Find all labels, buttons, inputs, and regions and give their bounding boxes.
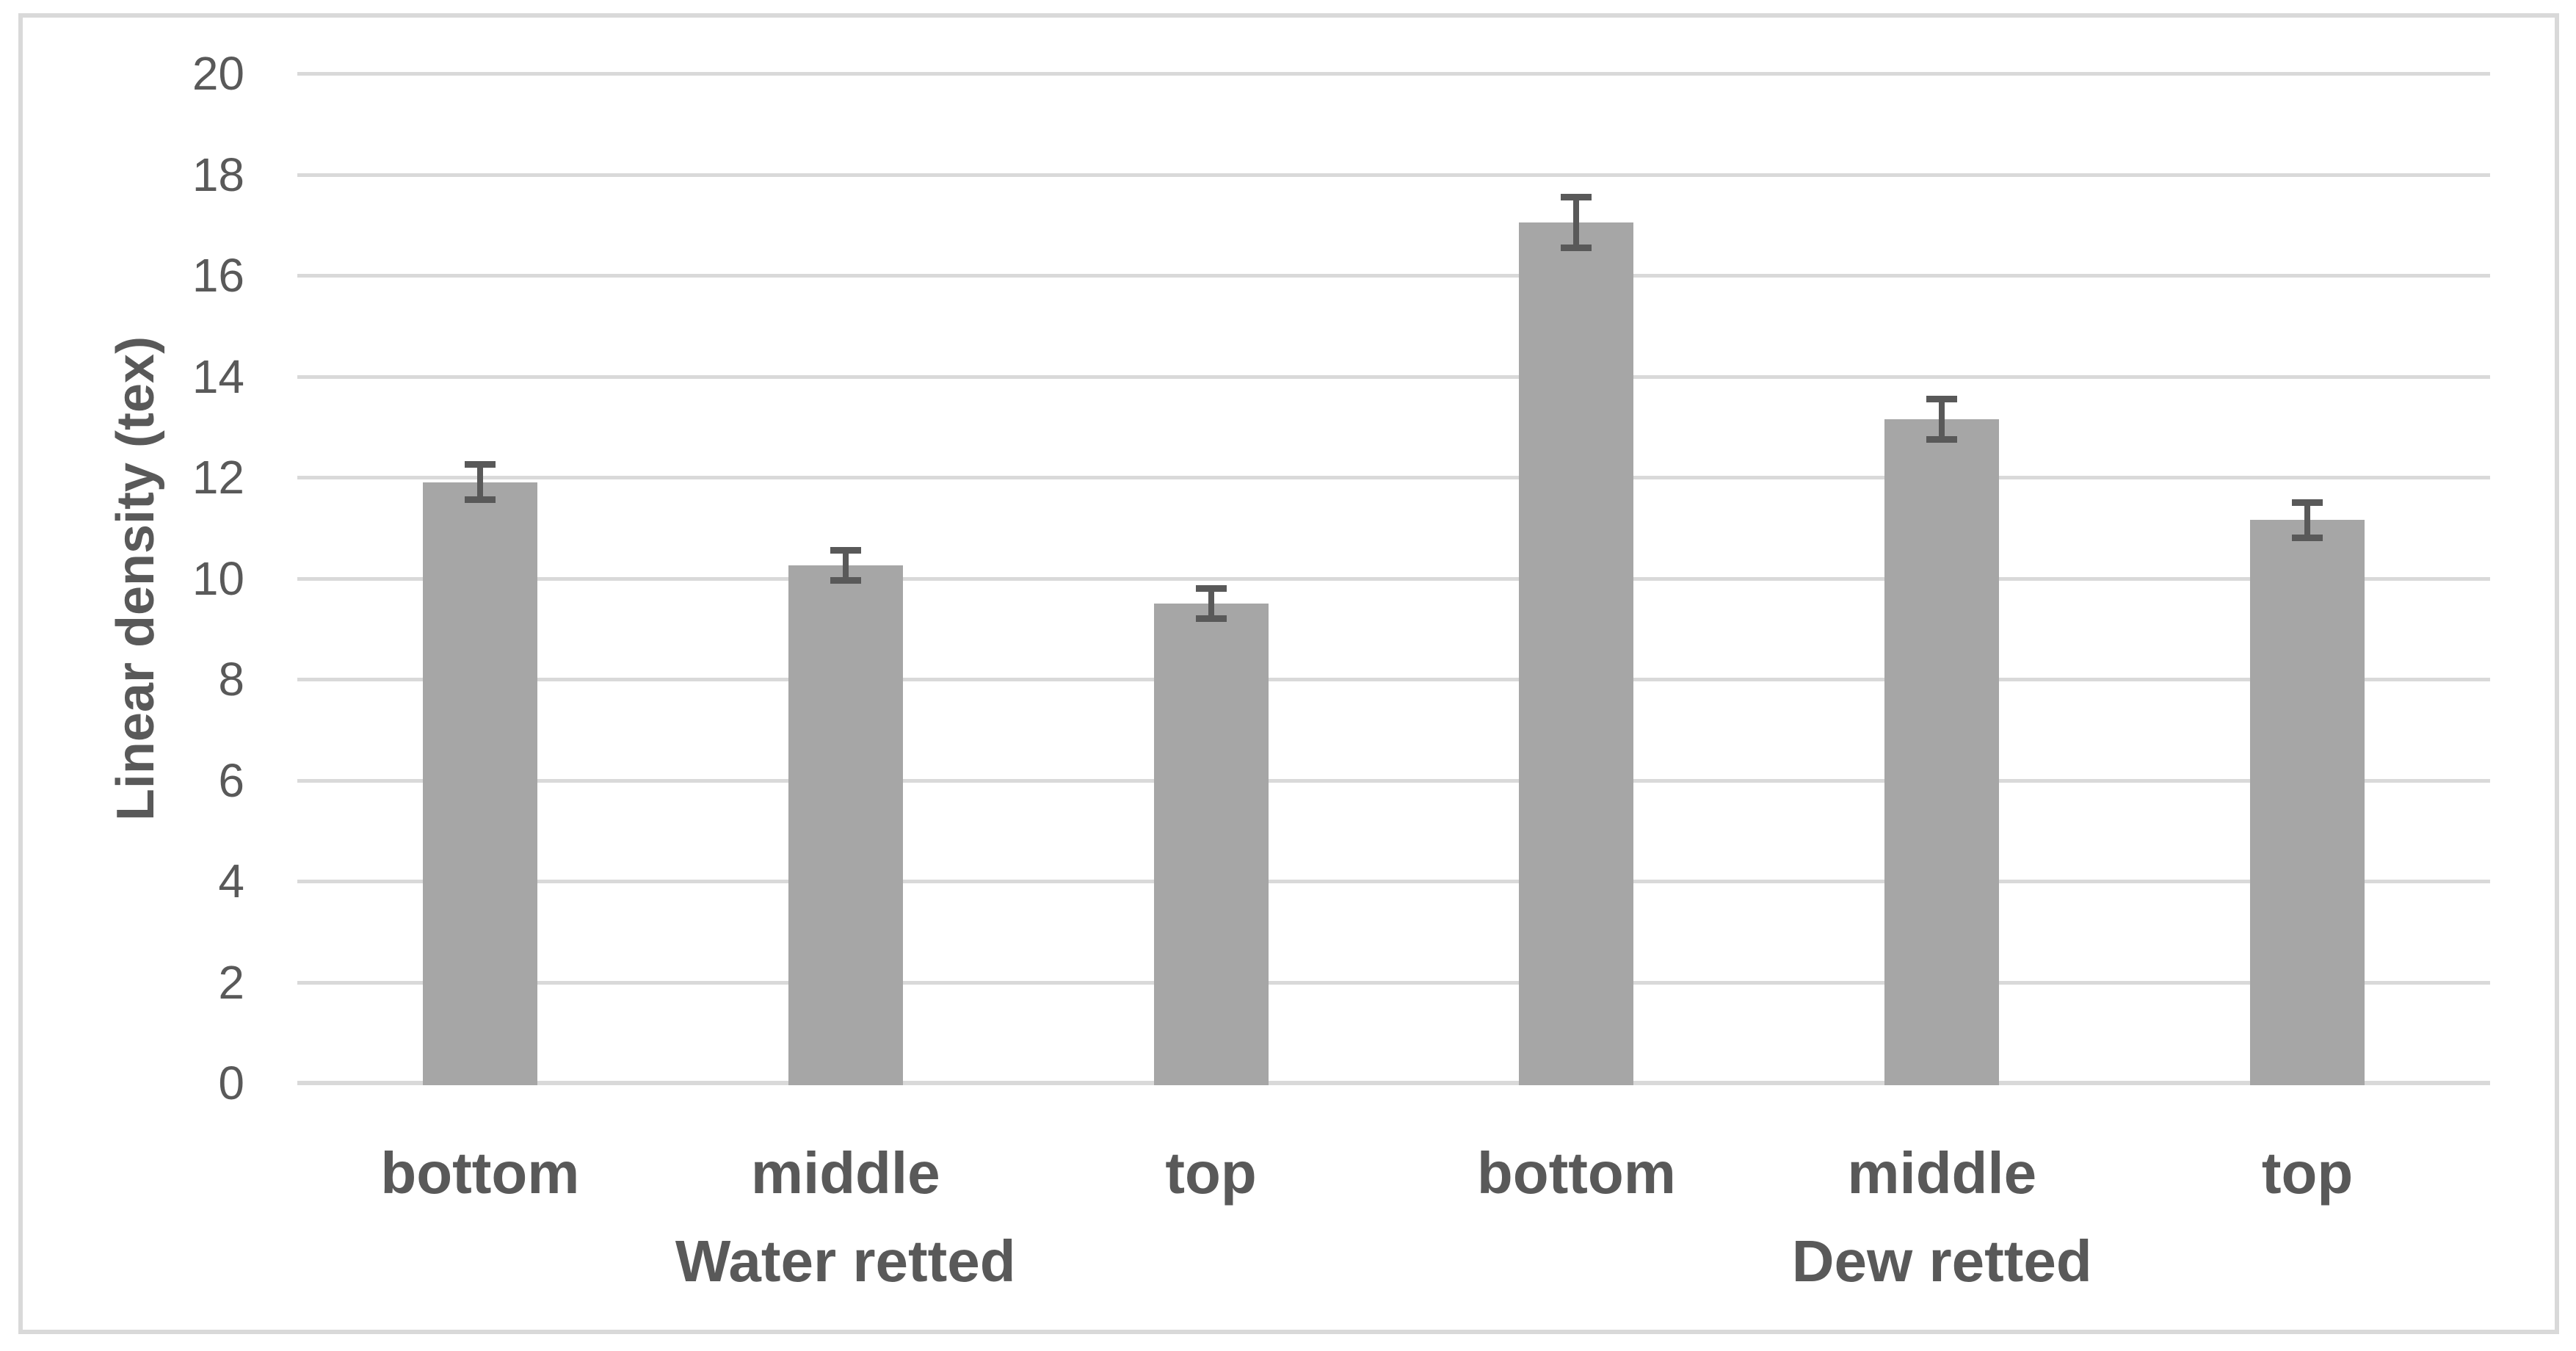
y-axis-tick-label: 16: [192, 249, 244, 302]
gridline-y16: [297, 274, 2490, 278]
gridline-y18: [297, 173, 2490, 177]
x-axis-category-label-dew-middle: middle: [1847, 1140, 2037, 1206]
y-axis-tick-label: 0: [218, 1057, 244, 1109]
gridline-y2: [297, 980, 2490, 985]
gridline-y6: [297, 778, 2490, 783]
error-bar-cap-bottom-dew-bottom: [1561, 244, 1592, 251]
error-bar-cap-top-dew-bottom: [1561, 193, 1592, 200]
y-axis-tick-label: 4: [218, 855, 244, 908]
y-axis-tick-label: 8: [218, 653, 244, 706]
bar-dew-bottom: [1519, 222, 1634, 1085]
error-bar-cap-top-water-bottom: [464, 461, 496, 468]
error-bar-line-water-top: [1208, 588, 1214, 619]
y-axis-tick-label: 12: [192, 451, 244, 504]
gridline-y4: [297, 880, 2490, 883]
bar-water-bottom: [422, 482, 537, 1085]
bar-dew-middle: [1884, 419, 2000, 1085]
gridline-y8: [297, 678, 2490, 681]
gridline-y20: [297, 72, 2490, 76]
error-bar-cap-bottom-water-middle: [830, 577, 861, 584]
error-bar-cap-top-water-middle: [830, 547, 861, 554]
y-axis-tick-label: 14: [192, 349, 244, 403]
error-bar-line-water-middle: [842, 550, 849, 581]
y-axis-tick-label: 18: [192, 148, 244, 201]
x-axis-category-label-water-bottom: bottom: [380, 1140, 580, 1206]
error-bar-cap-bottom-water-top: [1195, 615, 1227, 622]
x-axis-category-label-dew-bottom: bottom: [1476, 1140, 1676, 1206]
bar-dew-top: [2250, 520, 2365, 1085]
gridline-y12: [297, 476, 2490, 479]
error-bar-line-dew-top: [2304, 502, 2311, 538]
bar-water-middle: [788, 565, 903, 1085]
y-axis-tick-label: 6: [218, 753, 244, 807]
bar-water-top: [1153, 603, 1269, 1085]
error-bar-cap-top-dew-middle: [1926, 395, 1958, 402]
error-bar-line-dew-bottom: [1573, 197, 1580, 248]
y-axis-tick-label: 2: [218, 955, 244, 1009]
error-bar-cap-top-dew-top: [2292, 499, 2323, 506]
error-bar-line-water-bottom: [476, 464, 483, 500]
x-axis-group-label-dew: Dew retted: [1791, 1228, 2092, 1294]
x-axis-line: [297, 1081, 2490, 1085]
x-axis-category-label-dew-top: top: [2261, 1140, 2354, 1206]
error-bar-line-dew-middle: [1939, 399, 1945, 440]
error-bar-cap-bottom-water-bottom: [464, 496, 496, 504]
x-axis-category-label-water-middle: middle: [750, 1140, 940, 1206]
x-axis-category-label-water-top: top: [1165, 1140, 1257, 1206]
y-axis-tick-label: 20: [192, 47, 244, 100]
error-bar-cap-bottom-dew-top: [2292, 535, 2323, 541]
error-bar-cap-bottom-dew-middle: [1926, 435, 1958, 443]
gridline-y14: [297, 374, 2490, 379]
error-bar-cap-top-water-top: [1195, 584, 1227, 592]
gridline-y10: [297, 576, 2490, 581]
x-axis-group-label-water: Water retted: [675, 1228, 1016, 1294]
y-axis-tick-label: 10: [192, 551, 244, 605]
